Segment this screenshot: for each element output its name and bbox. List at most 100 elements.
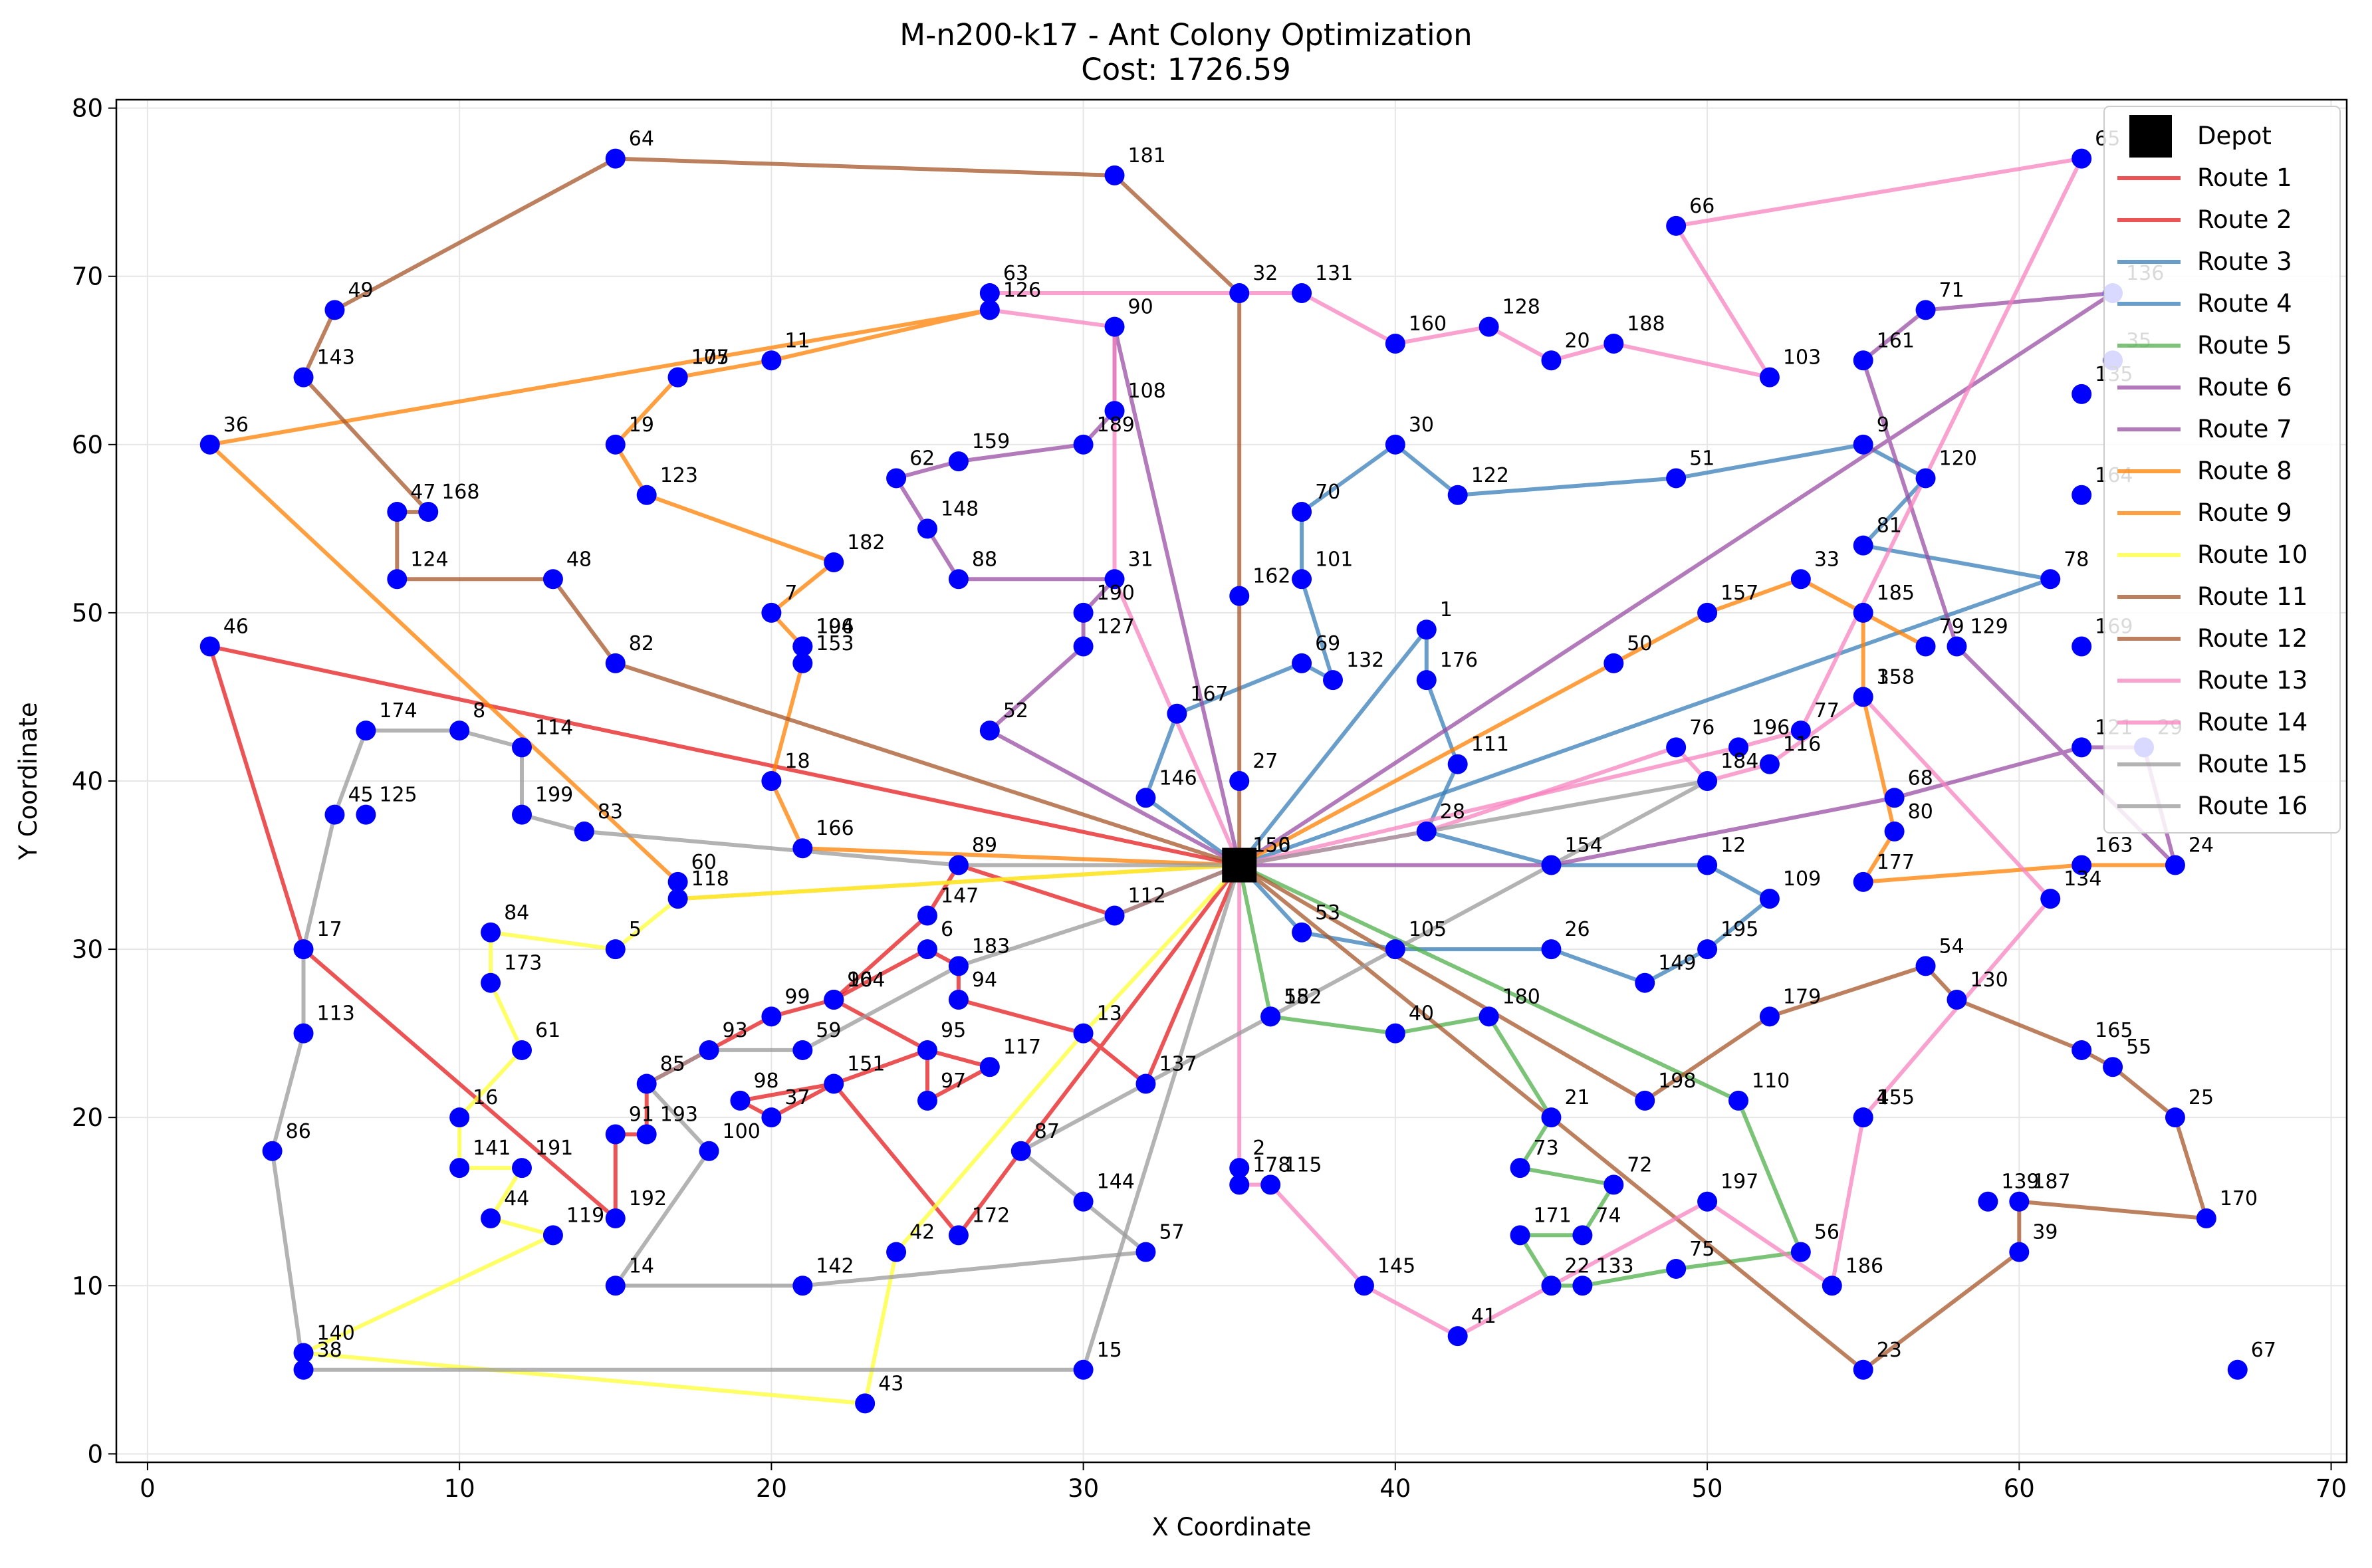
node-label: 63: [1003, 262, 1028, 285]
customer-node: [1354, 1276, 1374, 1296]
node-label: 31: [1128, 548, 1153, 571]
customer-node: [1759, 1006, 1780, 1027]
customer-node: [1790, 721, 1811, 741]
node-label: 196: [1752, 716, 1790, 739]
customer-node: [886, 1242, 907, 1262]
node-label: 59: [816, 1019, 841, 1042]
node-label: 146: [1159, 766, 1197, 790]
route-line-10: [301, 863, 1241, 1406]
node-label: 50: [1627, 632, 1652, 655]
customer-node: [1229, 283, 1250, 304]
node-label: 153: [816, 632, 854, 655]
customer-node: [1292, 922, 1312, 943]
y-tick-label: 80: [72, 94, 103, 123]
node-label: 85: [660, 1053, 685, 1076]
node-label: 199: [535, 784, 573, 807]
node-label: 187: [2032, 1171, 2070, 1194]
node-label: 71: [1939, 279, 1964, 302]
node-label: 1: [1440, 598, 1453, 621]
legend-label-route-16: Route 16: [2197, 792, 2308, 820]
customer-node: [512, 804, 532, 825]
route-line-9: [207, 308, 1240, 901]
customer-node: [917, 1040, 937, 1060]
customer-node: [2009, 1191, 2030, 1212]
customer-node: [1510, 1225, 1530, 1246]
customer-node: [1697, 602, 1718, 623]
customer-node: [1853, 535, 1873, 556]
node-label: 188: [1627, 312, 1665, 336]
node-label: 166: [816, 817, 854, 840]
node-label: 193: [660, 1103, 698, 1126]
y-tick-label: 10: [72, 1272, 103, 1300]
customer-node: [1135, 1242, 1156, 1262]
customer-node: [855, 1393, 876, 1414]
customer-node: [1447, 754, 1468, 774]
x-tick-label: 10: [444, 1474, 475, 1503]
node-label: 129: [1970, 616, 2008, 639]
customer-node: [1978, 1191, 1998, 1212]
customer-node: [1167, 703, 1187, 724]
legend-label-route-12: Route 12: [2197, 624, 2308, 653]
customer-node: [1666, 737, 1687, 758]
customer-node: [1541, 1107, 1562, 1128]
customer-node: [979, 300, 1000, 320]
node-label: 155: [1877, 1086, 1915, 1109]
customer-node: [699, 1141, 719, 1161]
node-label: 56: [1814, 1221, 1839, 1244]
customer-node: [1510, 1158, 1530, 1178]
customer-node: [886, 468, 907, 489]
legend-label-route-11: Route 11: [2197, 582, 2308, 611]
legend-label-route-2: Route 2: [2197, 205, 2292, 234]
x-tick-label: 70: [2315, 1474, 2347, 1503]
node-label: 197: [1720, 1171, 1758, 1194]
customer-node: [2072, 384, 2092, 404]
customer-node: [1416, 821, 1437, 841]
node-label: 80: [1908, 800, 1933, 824]
customer-node: [636, 485, 657, 505]
node-label: 53: [1315, 901, 1340, 925]
customer-node: [1229, 1158, 1250, 1178]
customer-node: [2072, 485, 2092, 505]
node-label: 75: [1689, 1238, 1715, 1261]
customer-node: [1572, 1225, 1593, 1246]
customer-node: [1104, 165, 1125, 185]
node-label: 151: [847, 1053, 885, 1076]
y-tick-label: 70: [72, 263, 103, 291]
x-axis-label: X Coordinate: [1152, 1513, 1312, 1541]
customer-node: [481, 972, 501, 993]
node-label: 107: [691, 346, 729, 370]
customer-node: [2196, 1208, 2216, 1229]
node-label: 74: [1596, 1204, 1621, 1227]
customer-node: [605, 1276, 626, 1296]
node-label: 141: [473, 1137, 511, 1160]
node-label: 62: [909, 447, 935, 470]
depot-square: [1222, 847, 1257, 883]
node-label: 18: [784, 750, 810, 773]
customer-node: [293, 1343, 314, 1363]
node-label: 159: [972, 430, 1010, 453]
node-label: 183: [972, 935, 1010, 958]
node-label: 61: [535, 1019, 560, 1042]
node-label: 73: [1534, 1137, 1559, 1160]
node-label: 147: [941, 884, 979, 907]
route-line-15: [613, 779, 1710, 1288]
legend-label-route-9: Route 9: [2197, 499, 2292, 527]
customer-node: [1947, 990, 1967, 1010]
node-label: 137: [1159, 1053, 1197, 1076]
node-label: 55: [2126, 1036, 2151, 1059]
customer-node: [262, 1141, 283, 1161]
customer-node: [1073, 434, 1094, 455]
node-label: 143: [317, 346, 355, 370]
node-label: 175: [691, 346, 729, 370]
node-label: 2: [1252, 1137, 1265, 1160]
node-label: 4: [1877, 1086, 1889, 1109]
node-label: 152: [1284, 985, 1322, 1008]
node-label: 19: [629, 413, 654, 437]
node-label: 154: [1564, 834, 1602, 857]
node-label: 37: [784, 1086, 810, 1109]
node-label: 149: [1658, 952, 1696, 975]
node-label: 16: [473, 1086, 498, 1109]
x-tick-label: 30: [1068, 1474, 1099, 1503]
customer-node: [1697, 771, 1718, 791]
